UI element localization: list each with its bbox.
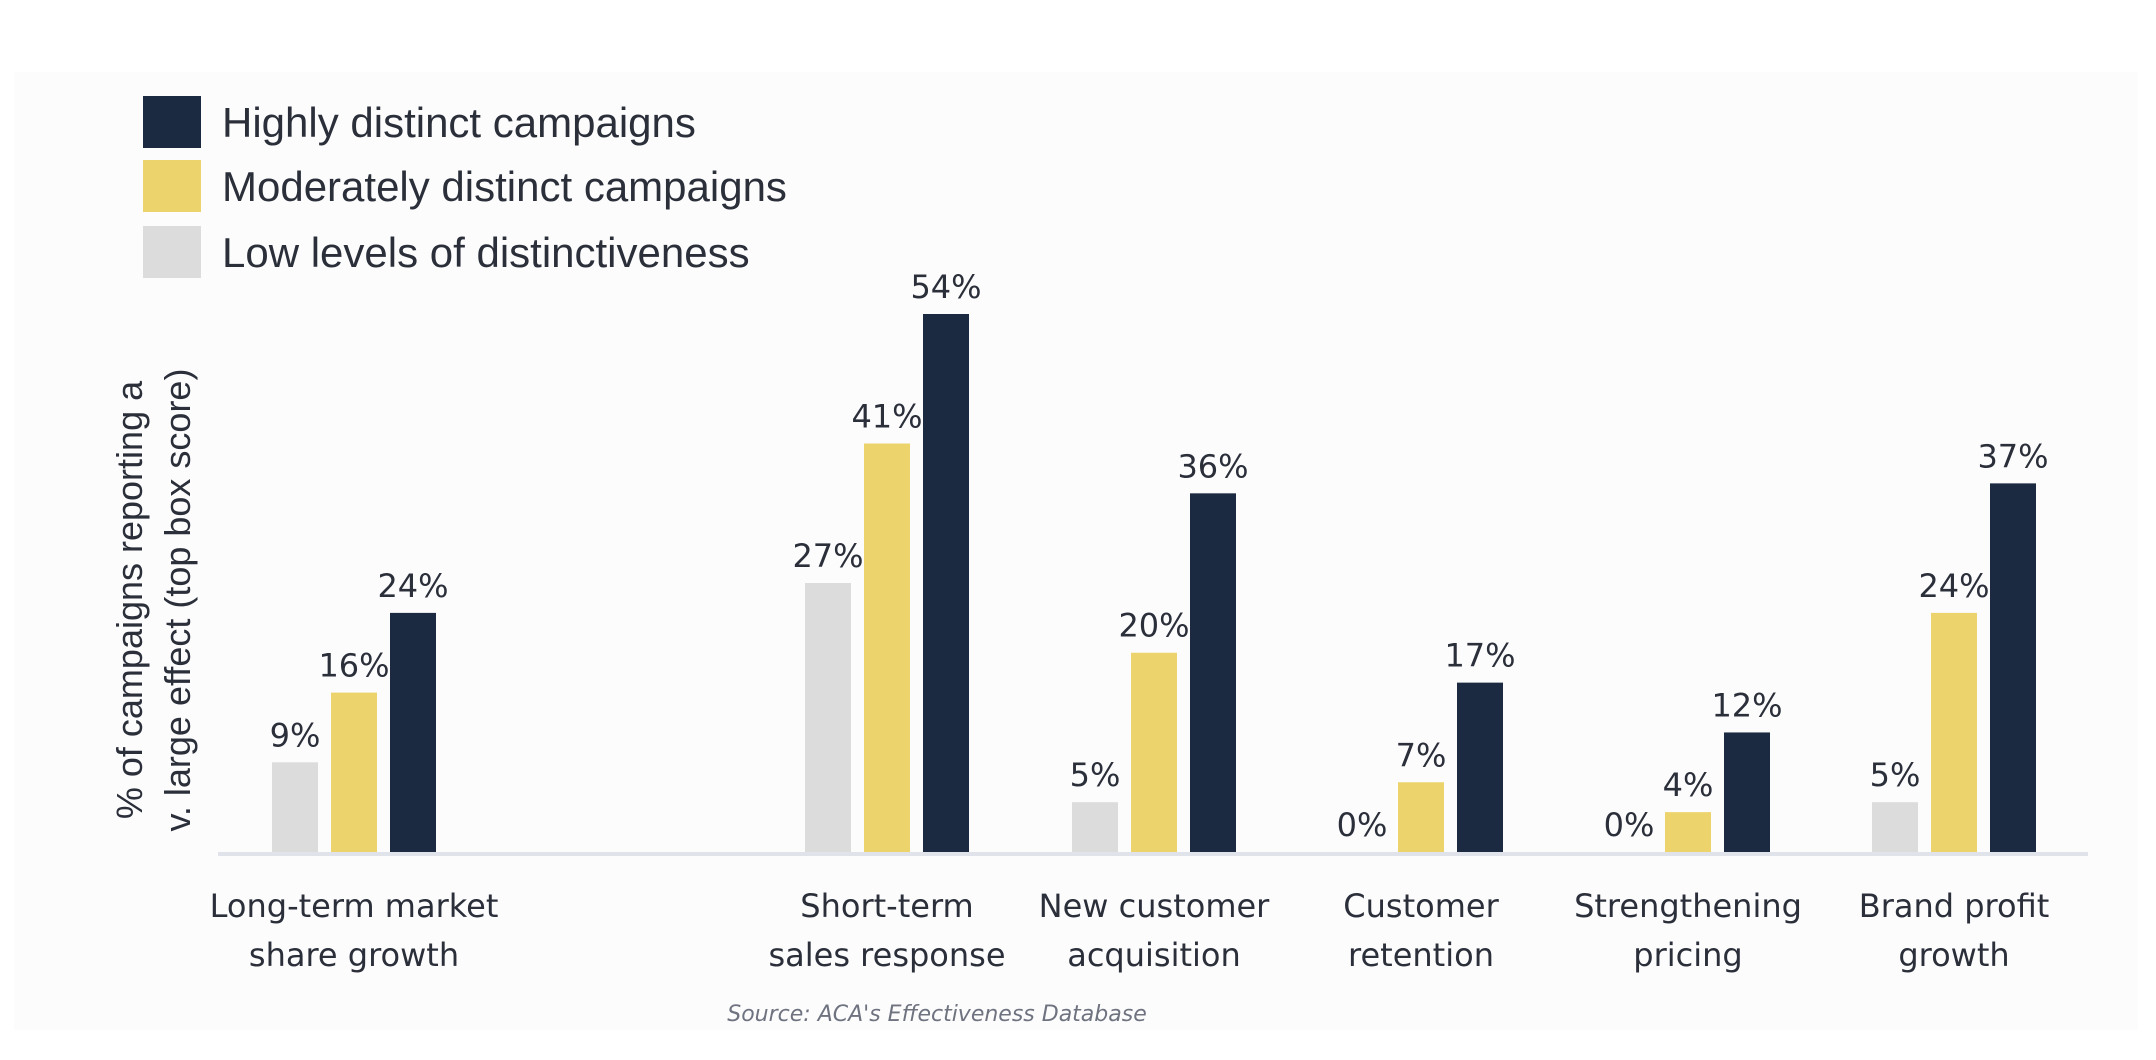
category-label-strengthening-pricing-line-2: pricing xyxy=(1633,936,1742,974)
legend-swatch-highly-distinct xyxy=(143,96,201,148)
category-label-customer-retention-line-1: Customer xyxy=(1343,887,1499,925)
category-label-new-customer-acquisition-line-2: acquisition xyxy=(1067,936,1241,974)
bar-short-term-sales-response-highly-distinct-campaigns xyxy=(923,314,969,852)
bar-strengthening-pricing-highly-distinct-campaigns xyxy=(1724,732,1770,852)
bar-label-customer-retention-moderately-distinct-campaigns: 7% xyxy=(1396,736,1447,774)
bar-customer-retention-moderately-distinct-campaigns xyxy=(1398,782,1444,852)
source-note: Source: ACA's Effectiveness Database xyxy=(727,1002,1146,1027)
bar-label-new-customer-acquisition-moderately-distinct-campaigns: 20% xyxy=(1118,607,1189,645)
bar-new-customer-acquisition-moderately-distinct-campaigns xyxy=(1131,652,1177,852)
bar-new-customer-acquisition-low-levels-of-distinctiveness xyxy=(1072,802,1118,852)
legend-label-highly-distinct: Highly distinct campaigns xyxy=(222,99,696,146)
bar-short-term-sales-response-low-levels-of-distinctiveness xyxy=(805,583,851,852)
chart-panel xyxy=(14,72,2138,1030)
category-label-short-term-sales-response-line-1: Short-term xyxy=(800,887,973,925)
bar-customer-retention-highly-distinct-campaigns xyxy=(1457,682,1503,852)
legend-swatch-moderately-distinct xyxy=(143,160,201,212)
bar-brand-profit-growth-highly-distinct-campaigns xyxy=(1990,483,2036,852)
bar-label-new-customer-acquisition-highly-distinct-campaigns: 36% xyxy=(1177,447,1248,485)
category-labels: Long-term market share growth Short-term sa… xyxy=(210,887,2050,974)
bar-new-customer-acquisition-highly-distinct-campaigns xyxy=(1190,493,1236,852)
bar-label-strengthening-pricing-moderately-distinct-campaigns: 4% xyxy=(1663,766,1714,804)
bar-strengthening-pricing-moderately-distinct-campaigns xyxy=(1665,812,1711,852)
category-label-strengthening-pricing-line-1: Strengthening xyxy=(1574,887,1802,925)
bar-label-short-term-sales-response-moderately-distinct-campaigns: 41% xyxy=(851,398,922,436)
bar-label-brand-profit-growth-moderately-distinct-campaigns: 24% xyxy=(1918,567,1989,605)
legend: Highly distinct campaigns Moderately dis… xyxy=(143,96,787,278)
y-axis-title-line-2: v. large effect (top box score) xyxy=(157,369,198,832)
bar-label-strengthening-pricing-low-levels-of-distinctiveness: 0% xyxy=(1604,806,1655,844)
bar-long-term-market-share-growth-low-levels-of-distinctiveness xyxy=(272,762,318,852)
y-axis-title: % of campaigns reporting a v. large effe… xyxy=(109,369,198,832)
bar-long-term-market-share-growth-moderately-distinct-campaigns xyxy=(331,692,377,852)
legend-label-low-distinctiveness: Low levels of distinctiveness xyxy=(222,229,750,276)
bar-label-brand-profit-growth-low-levels-of-distinctiveness: 5% xyxy=(1870,756,1921,794)
category-label-long-term-market-share-growth-line-2: share growth xyxy=(249,936,459,974)
bar-label-new-customer-acquisition-low-levels-of-distinctiveness: 5% xyxy=(1070,756,1121,794)
category-label-brand-profit-growth-line-2: growth xyxy=(1898,936,2009,974)
category-label-brand-profit-growth-line-1: Brand profit xyxy=(1859,887,2050,925)
bar-label-long-term-market-share-growth-moderately-distinct-campaigns: 16% xyxy=(318,647,389,685)
category-label-customer-retention-line-2: retention xyxy=(1348,936,1494,974)
legend-label-moderately-distinct: Moderately distinct campaigns xyxy=(222,163,787,210)
bar-labels: 9%16%24%27%41%54%5%20%36%0%7%17%0%4%12%5… xyxy=(270,268,2049,844)
bar-label-brand-profit-growth-highly-distinct-campaigns: 37% xyxy=(1977,437,2048,475)
bar-brand-profit-growth-low-levels-of-distinctiveness xyxy=(1872,802,1918,852)
bar-label-customer-retention-low-levels-of-distinctiveness: 0% xyxy=(1337,806,1388,844)
bar-brand-profit-growth-moderately-distinct-campaigns xyxy=(1931,612,1977,852)
legend-swatch-low-distinctiveness xyxy=(143,226,201,278)
bar-long-term-market-share-growth-highly-distinct-campaigns xyxy=(390,612,436,852)
category-label-new-customer-acquisition-line-1: New customer xyxy=(1039,887,1271,925)
bar-label-short-term-sales-response-low-levels-of-distinctiveness: 27% xyxy=(792,537,863,575)
y-axis-title-line-1: % of campaigns reporting a xyxy=(109,380,150,819)
bar-label-long-term-market-share-growth-highly-distinct-campaigns: 24% xyxy=(377,567,448,605)
bar-label-short-term-sales-response-highly-distinct-campaigns: 54% xyxy=(910,268,981,306)
category-label-short-term-sales-response-line-2: sales response xyxy=(768,936,1005,974)
category-label-long-term-market-share-growth-line-1: Long-term market xyxy=(210,887,499,925)
bars xyxy=(272,314,2036,852)
bar-label-strengthening-pricing-highly-distinct-campaigns: 12% xyxy=(1711,686,1782,724)
bar-label-customer-retention-highly-distinct-campaigns: 17% xyxy=(1444,637,1515,675)
bar-label-long-term-market-share-growth-low-levels-of-distinctiveness: 9% xyxy=(270,716,321,754)
bar-short-term-sales-response-moderately-distinct-campaigns xyxy=(864,443,910,852)
